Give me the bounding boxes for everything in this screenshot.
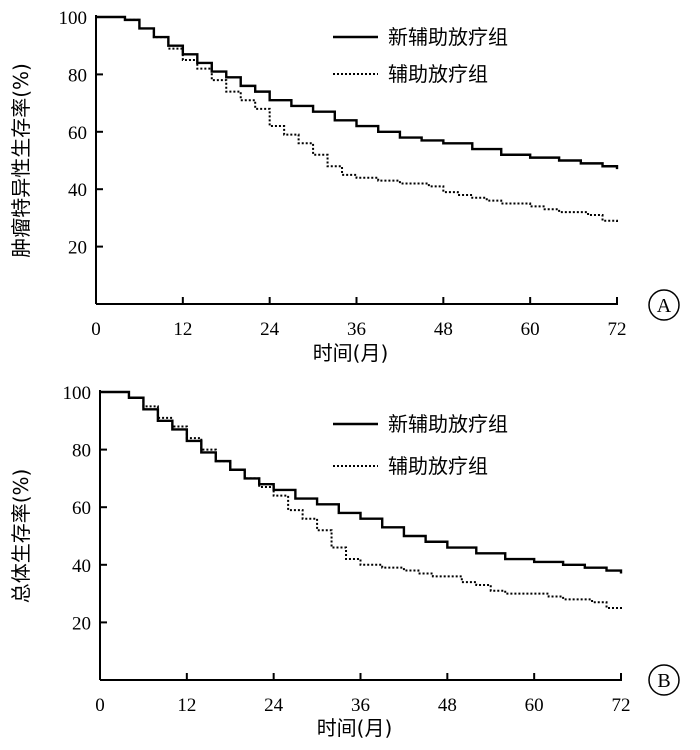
panel-label: B xyxy=(657,670,670,692)
series-line-neoadjuvant xyxy=(96,15,619,170)
y-axis-title: 肿瘤特异性生存率(%) xyxy=(9,63,33,258)
x-tick-label: 60 xyxy=(521,319,540,340)
legend-label-neoadjuvant: 新辅助放疗组 xyxy=(388,25,508,49)
x-tick-label: 60 xyxy=(525,695,544,716)
y-tick-label: 100 xyxy=(59,8,88,29)
x-tick-label: 36 xyxy=(351,695,370,716)
y-tick-label: 80 xyxy=(72,441,91,462)
chart-panel-a: 0 12 24 36 48 60 72 20 40 60 80 100 时间(月) 肿瘤特异性生存率(%)… xyxy=(9,8,680,365)
panel-badge-circle xyxy=(648,664,680,696)
y-tick-label: 80 xyxy=(68,65,87,86)
series-line-adjuvant xyxy=(96,16,618,224)
series-line-neoadjuvant xyxy=(100,390,623,574)
x-tick-label: 24 xyxy=(264,695,284,716)
x-tick-label: 0 xyxy=(95,695,105,716)
x-tick-label: 48 xyxy=(438,695,457,716)
y-tick-label: 40 xyxy=(68,180,87,201)
legend-label-adjuvant: 辅助放疗组 xyxy=(388,454,488,478)
panel-badge-circle xyxy=(648,289,680,321)
x-tick-label: 12 xyxy=(177,695,196,716)
x-tick-label: 72 xyxy=(612,695,631,716)
legend-label-adjuvant: 辅助放疗组 xyxy=(388,62,488,86)
y-tick-label: 40 xyxy=(72,556,91,577)
y-tick-label: 60 xyxy=(72,498,91,519)
x-axis-title: 时间(月) xyxy=(317,716,393,740)
x-tick-label: 48 xyxy=(434,319,453,340)
y-tick-label: 20 xyxy=(68,238,87,259)
panel-label: A xyxy=(657,295,672,317)
y-tick-label: 60 xyxy=(68,123,87,144)
x-tick-label: 24 xyxy=(260,319,280,340)
x-tick-label: 72 xyxy=(608,319,627,340)
x-tick-label: 0 xyxy=(91,319,101,340)
y-axis-title: 总体生存率(%) xyxy=(9,469,33,604)
legend-label-neoadjuvant: 新辅助放疗组 xyxy=(388,412,508,436)
chart-panel-b: 0 12 24 36 48 60 72 20 40 60 80 100 时间(月) 总体生存率(%) 新辅助… xyxy=(9,383,680,740)
y-tick-label: 100 xyxy=(63,383,92,404)
y-tick-label: 20 xyxy=(72,613,91,634)
x-tick-label: 12 xyxy=(173,319,192,340)
x-axis-title: 时间(月) xyxy=(313,341,389,365)
x-tick-label: 36 xyxy=(347,319,366,340)
